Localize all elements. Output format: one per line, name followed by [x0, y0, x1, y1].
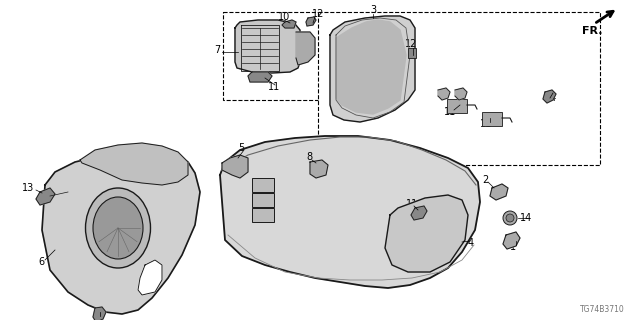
- Circle shape: [506, 214, 514, 222]
- Bar: [223, 12, 321, 100]
- Polygon shape: [411, 206, 427, 220]
- Bar: [318, 12, 600, 165]
- Text: 7: 7: [214, 45, 220, 55]
- Text: 2: 2: [482, 175, 488, 185]
- Text: FR.: FR.: [582, 26, 602, 36]
- Polygon shape: [282, 20, 296, 28]
- Polygon shape: [385, 195, 468, 272]
- Polygon shape: [306, 17, 316, 26]
- Text: 10: 10: [278, 12, 291, 22]
- Polygon shape: [248, 72, 272, 82]
- Polygon shape: [490, 184, 508, 200]
- Polygon shape: [93, 307, 106, 320]
- Polygon shape: [503, 232, 520, 249]
- Polygon shape: [336, 20, 406, 114]
- Bar: [447, 99, 467, 113]
- Text: TG74B3710: TG74B3710: [580, 305, 625, 314]
- Polygon shape: [455, 88, 467, 100]
- Text: 1: 1: [510, 242, 516, 252]
- Text: 5: 5: [238, 143, 244, 153]
- Polygon shape: [543, 90, 556, 103]
- Bar: [408, 48, 416, 58]
- Polygon shape: [330, 16, 415, 122]
- Text: 11: 11: [480, 119, 492, 129]
- Polygon shape: [222, 155, 248, 178]
- Text: 12: 12: [312, 9, 324, 19]
- Polygon shape: [36, 188, 55, 205]
- Polygon shape: [80, 143, 188, 185]
- Text: 11: 11: [268, 82, 280, 92]
- Text: 4: 4: [468, 238, 474, 248]
- Text: 14: 14: [545, 93, 557, 103]
- Bar: [252, 208, 274, 222]
- Text: 6: 6: [38, 257, 44, 267]
- Bar: [252, 178, 274, 192]
- Ellipse shape: [86, 188, 150, 268]
- Ellipse shape: [93, 197, 143, 259]
- Polygon shape: [438, 88, 450, 100]
- Text: 9: 9: [95, 313, 101, 320]
- Bar: [482, 112, 502, 126]
- Text: 14: 14: [520, 213, 532, 223]
- Polygon shape: [220, 136, 480, 288]
- Polygon shape: [235, 20, 300, 73]
- Bar: [252, 193, 274, 207]
- Text: 8: 8: [306, 152, 312, 162]
- Text: 3: 3: [370, 5, 376, 15]
- Text: 13: 13: [22, 183, 35, 193]
- Polygon shape: [138, 260, 162, 295]
- Polygon shape: [310, 160, 328, 178]
- Polygon shape: [42, 152, 200, 314]
- Polygon shape: [296, 32, 315, 65]
- Text: 11: 11: [444, 107, 456, 117]
- Text: 12: 12: [405, 39, 417, 49]
- Circle shape: [503, 211, 517, 225]
- Text: 11: 11: [406, 199, 419, 209]
